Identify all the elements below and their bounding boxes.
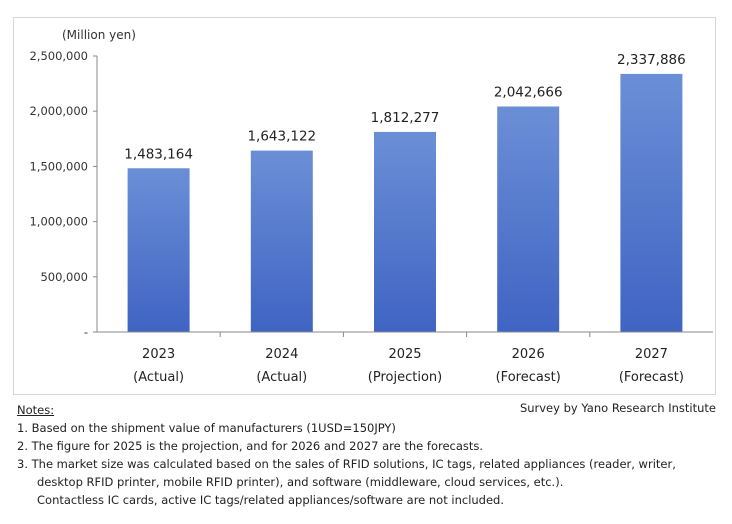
data-label: 2,337,886 [617,52,686,68]
bar-chart: (Million yen) - 500,000 1,000,000 1,500,000… [29,28,713,385]
y-tick-label: 1,000,000 [29,215,88,229]
y-tick-label: 2,500,000 [29,49,88,63]
unit-label: (Million yen) [62,28,136,42]
bar [497,106,560,332]
data-label: 1,812,277 [371,110,440,126]
x-tick-label-status: (Actual) [256,370,307,385]
source-credit: Survey by Yano Research Institute [519,401,716,415]
note-item: 2. The figure for 2025 is the projection… [17,439,484,453]
bar [374,131,436,332]
note-continuation: Contactless IC cards, active IC tags/rel… [37,493,505,507]
x-tick-label-status: (Projection) [368,370,442,385]
x-tick-label-status: (Forecast) [619,370,684,385]
note-item: 1. Based on the shipment value of manufa… [17,421,396,435]
x-tick-label-year: 2025 [388,347,421,362]
x-tick-label-status: (Forecast) [496,370,561,385]
bar [620,73,683,332]
x-tick-label-year: 2023 [142,347,175,362]
data-label: 1,643,122 [247,129,316,145]
y-tick-label: 500,000 [40,270,88,284]
note-item: 3. The market size was calculated based … [17,457,676,471]
y-tick-label: 2,000,000 [29,104,88,118]
x-tick-label-year: 2027 [635,347,668,362]
x-tick-label-year: 2026 [512,347,545,362]
data-label: 1,483,164 [124,146,193,162]
y-tick-label: - [84,325,88,339]
notes-section: Notes: 1. Based on the shipment value of… [17,401,717,509]
x-tick-label-status: (Actual) [133,370,184,385]
x-tick-label-year: 2024 [265,347,298,362]
notes-title: Notes: [17,403,55,417]
bar [127,168,190,332]
bar [250,150,313,332]
data-label: 2,042,666 [494,84,563,100]
y-tick-label: 1,500,000 [29,159,88,173]
note-continuation: desktop RFID printer, mobile RFID printe… [37,475,564,489]
chart-frame: (Million yen) - 500,000 1,000,000 1,500,000… [13,17,716,395]
